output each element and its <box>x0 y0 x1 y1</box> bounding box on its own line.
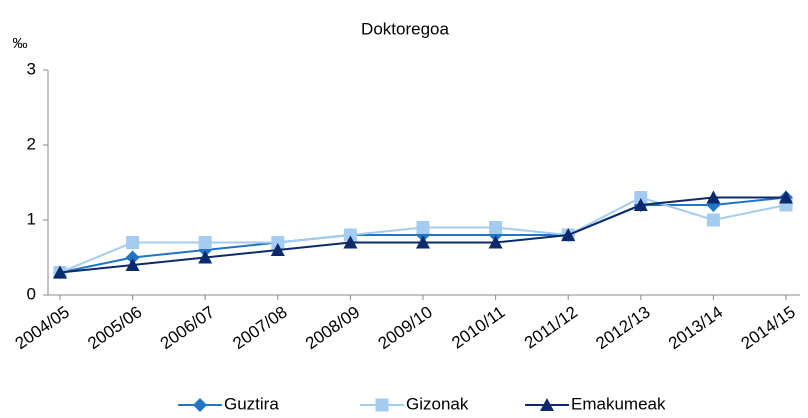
y-tick-label: 1 <box>27 209 36 228</box>
marker <box>343 228 357 242</box>
marker <box>126 236 140 249</box>
x-tick-label: 2009/10 <box>375 302 436 353</box>
y-tick-label: 0 <box>27 284 36 303</box>
marker <box>198 250 213 264</box>
marker <box>343 235 358 249</box>
marker <box>706 190 721 204</box>
marker <box>706 213 720 227</box>
marker <box>489 221 503 234</box>
marker <box>193 398 207 412</box>
x-tick-label: 2010/11 <box>448 302 508 352</box>
marker <box>540 398 554 411</box>
marker <box>488 235 503 249</box>
x-tick-label: 2013/14 <box>665 302 726 353</box>
x-tick-label: 2005/06 <box>84 302 145 353</box>
marker <box>561 228 576 241</box>
legend-label: Guztira <box>224 394 279 413</box>
marker <box>198 236 212 249</box>
marker <box>270 243 285 256</box>
marker <box>375 398 389 412</box>
legend-label: Gizonak <box>406 394 469 413</box>
marker <box>271 236 285 249</box>
marker <box>125 250 140 265</box>
x-tick-label: 2011/12 <box>521 302 581 352</box>
chart-title: Doktoregoa <box>361 19 449 38</box>
x-tick-label: 2004/05 <box>12 302 73 353</box>
y-tick-label: 2 <box>27 134 36 153</box>
y-tick-label: 3 <box>27 59 36 78</box>
marker <box>416 235 430 249</box>
x-tick-label: 2008/09 <box>302 302 363 353</box>
x-tick-label: 2014/15 <box>738 302 799 353</box>
x-tick-label: 2006/07 <box>157 302 218 353</box>
y-axis-label: ‰ <box>13 35 28 52</box>
marker <box>779 190 793 204</box>
legend-label: Emakumeak <box>571 394 666 413</box>
x-tick-label: 2012/13 <box>592 302 653 353</box>
x-tick-label: 2007/08 <box>229 302 290 353</box>
marker <box>633 198 648 211</box>
marker <box>416 221 430 234</box>
marker <box>53 265 67 279</box>
marker <box>125 258 140 271</box>
marker <box>634 191 648 204</box>
